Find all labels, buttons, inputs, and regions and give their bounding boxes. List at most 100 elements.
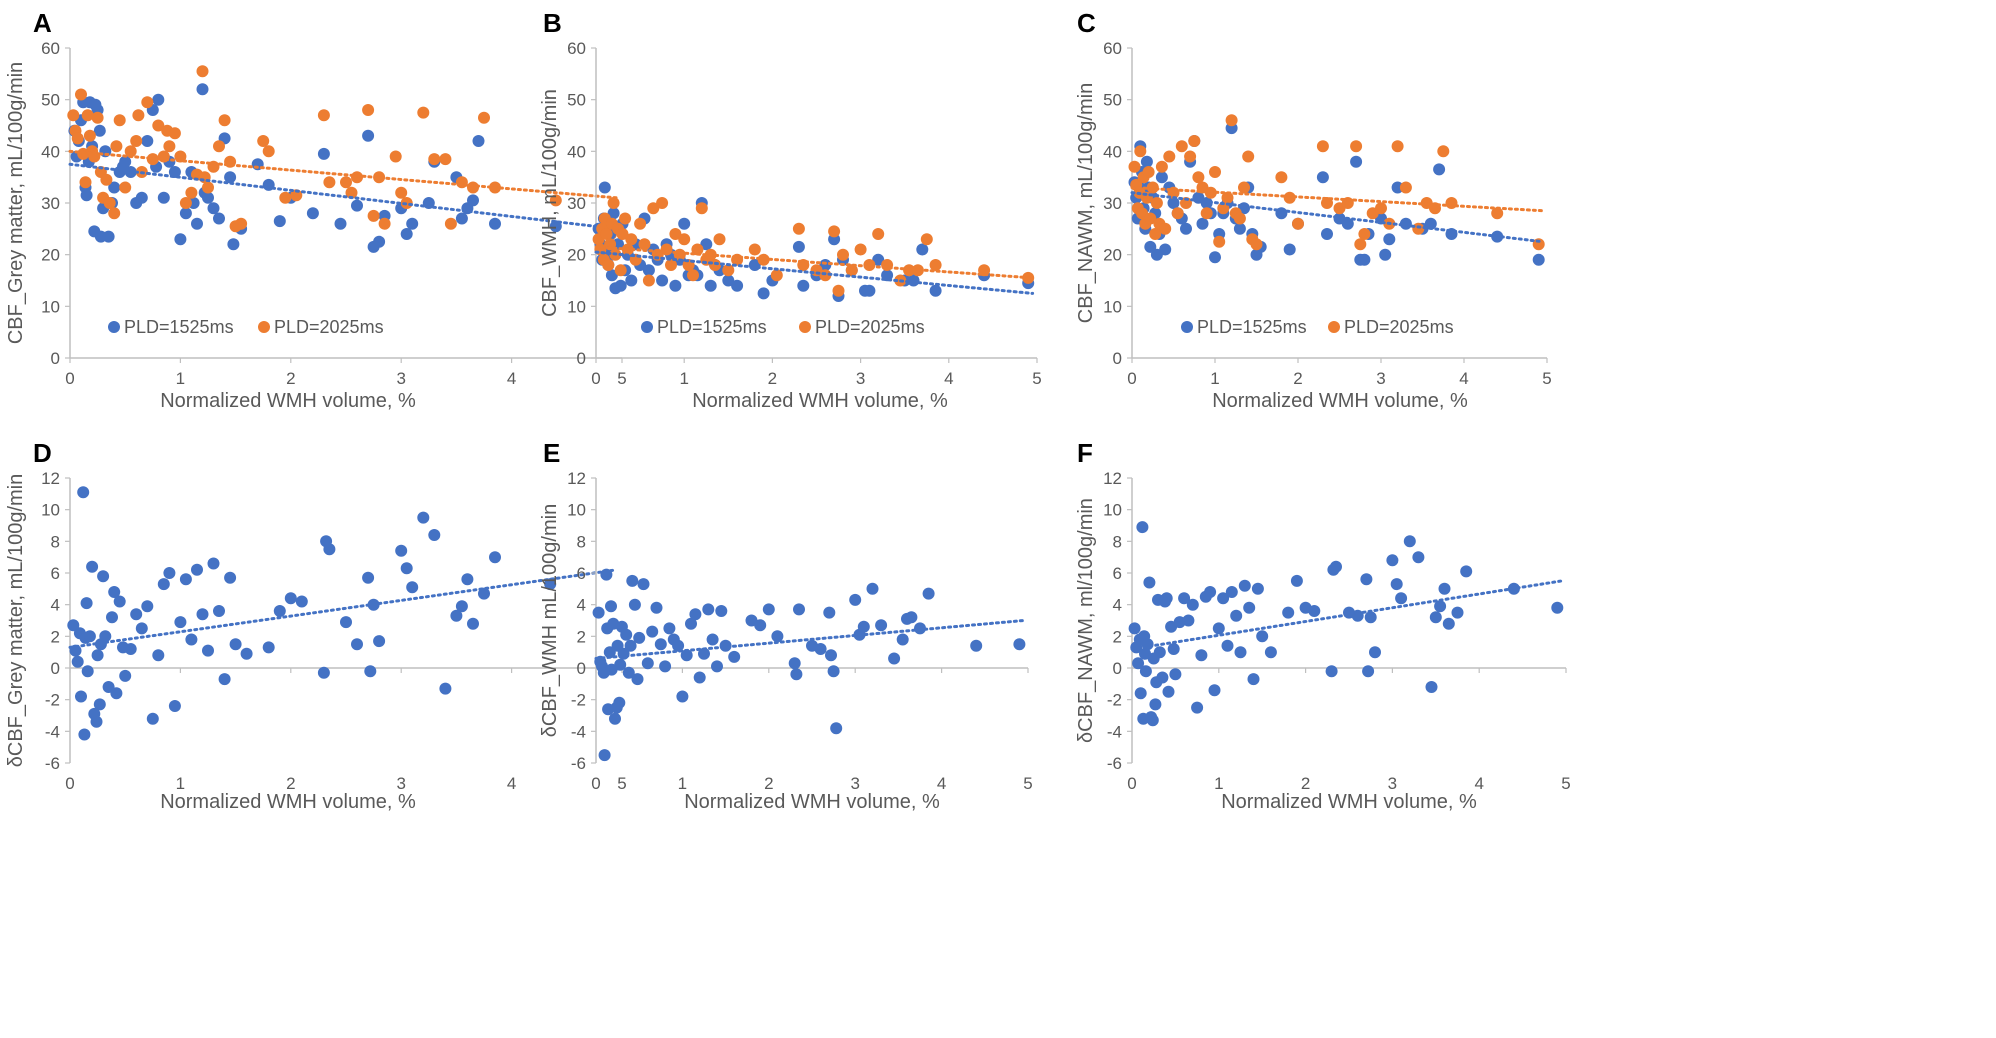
data-point (628, 598, 641, 611)
data-point (625, 233, 638, 246)
data-point (373, 635, 386, 648)
data-point (676, 690, 689, 703)
x-axis-label: Normalized WMH volume, % (160, 791, 416, 813)
x-tick-label: 0 (65, 369, 74, 388)
y-tick-label: -4 (1107, 722, 1122, 741)
data-point (91, 649, 104, 662)
data-point (1178, 592, 1191, 605)
data-point (1221, 639, 1234, 652)
data-point (1144, 212, 1157, 225)
data-point (317, 147, 330, 160)
data-point (1325, 665, 1338, 678)
data-point (227, 238, 240, 251)
data-point (103, 197, 116, 209)
data-point (1233, 222, 1246, 235)
data-point (1330, 560, 1342, 573)
data-point (345, 186, 358, 199)
y-tick-label: 50 (1103, 91, 1122, 110)
data-point (224, 571, 237, 584)
y-axis-label: δCBF_WMH mL/100g/min (539, 504, 561, 737)
data-point (680, 649, 693, 662)
data-point (196, 608, 209, 621)
trendline (1130, 579, 1564, 651)
data-point (600, 568, 613, 581)
x-axis-label: Normalized WMH volume, % (692, 390, 948, 412)
x-axis-label: Normalized WMH volume, % (1212, 390, 1468, 412)
data-point (81, 665, 94, 678)
data-point (1013, 638, 1026, 651)
data-point (1383, 233, 1396, 246)
data-point (1139, 665, 1152, 678)
data-point (340, 176, 352, 189)
x-tick-label: 4 (944, 369, 953, 388)
data-point (916, 243, 929, 256)
y-tick-label: 6 (577, 564, 586, 583)
data-point (218, 114, 231, 127)
data-point (367, 209, 380, 222)
y-tick-label: 0 (51, 349, 60, 368)
x-tick-label: 3 (1388, 774, 1397, 793)
data-point (872, 253, 885, 266)
y-axis-label: CBF_WMH, mL/100g/min (539, 89, 561, 317)
data-point (97, 570, 110, 583)
data-point (1196, 217, 1209, 230)
data-point (1390, 578, 1403, 591)
legend-marker-orange (258, 321, 270, 333)
data-point (1375, 202, 1387, 215)
data-point (472, 135, 485, 147)
data-point (213, 140, 225, 153)
data-point (152, 649, 165, 662)
data-point (207, 557, 220, 570)
data-point (83, 630, 96, 643)
data-point (1192, 171, 1205, 184)
y-tick-label: 4 (51, 596, 60, 615)
data-point (854, 243, 867, 256)
data-point (168, 700, 181, 712)
data-point (1140, 155, 1153, 168)
data-point (819, 259, 832, 271)
data-point (622, 666, 635, 679)
data-point (351, 199, 363, 212)
data-point (146, 712, 159, 725)
x-axis-label: Normalized WMH volume, % (160, 390, 416, 412)
x-tick-label: 2 (1301, 774, 1310, 793)
data-point (642, 264, 655, 277)
legend-label-1525: PLD=1525ms (124, 317, 234, 337)
x-tick-label: 1 (176, 369, 185, 388)
data-point (1360, 573, 1373, 586)
legend-marker-orange (799, 321, 811, 333)
trendline (68, 568, 618, 649)
data-point (1128, 622, 1141, 635)
data-point (625, 274, 638, 287)
x-tick-label: 5 (617, 774, 626, 793)
data-point (866, 582, 879, 595)
x-tick-label: 4 (507, 369, 516, 388)
data-point (306, 207, 319, 220)
data-point (678, 217, 691, 230)
data-point (1424, 217, 1437, 230)
legend-label-2025: PLD=2025ms (815, 317, 925, 337)
data-point (1238, 579, 1251, 592)
x-tick-label: 1 (679, 369, 688, 388)
data-point (1188, 135, 1201, 147)
data-point (157, 191, 170, 204)
y-tick-label: -2 (571, 691, 586, 710)
data-point (168, 127, 181, 140)
data-point (888, 652, 901, 665)
data-point (179, 573, 192, 586)
data-point (196, 83, 209, 96)
data-point (647, 202, 660, 215)
data-point (71, 655, 84, 668)
data-point (1316, 171, 1329, 184)
data-point (823, 606, 836, 619)
panel-label-c: C (1077, 8, 1096, 38)
x-tick-label: 5 (1542, 369, 1551, 388)
data-point (1159, 243, 1172, 256)
data-point (654, 638, 667, 651)
legend-label-2025: PLD=2025ms (1344, 317, 1454, 337)
data-point (1243, 601, 1256, 614)
data-point (1321, 228, 1333, 240)
y-tick-label: 40 (567, 142, 586, 161)
data-point (202, 181, 214, 194)
